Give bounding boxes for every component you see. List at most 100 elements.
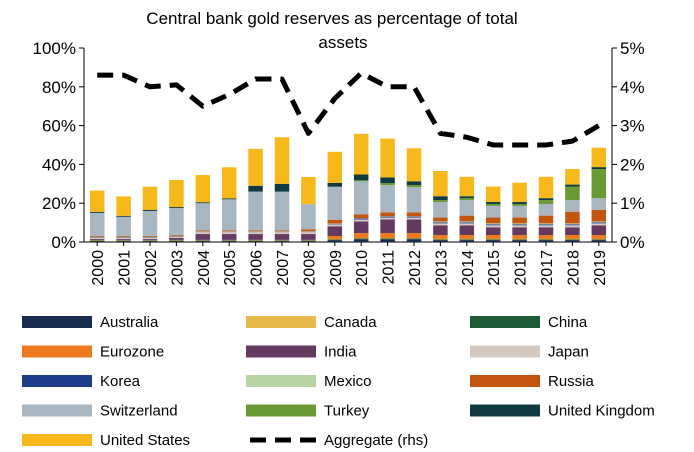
bar-segment	[512, 217, 527, 224]
legend-label: Mexico	[324, 373, 372, 390]
bar-segment	[538, 223, 554, 225]
bar-segment	[459, 235, 475, 239]
bar-segment	[274, 240, 290, 242]
bar-segment	[591, 240, 607, 242]
legend-label: Australia	[100, 314, 159, 331]
bar-segment	[353, 233, 369, 238]
bar-segment	[485, 203, 501, 206]
legend-swatch	[246, 375, 316, 387]
bar-segment	[89, 211, 105, 213]
x-tick-label: 2005	[222, 250, 239, 286]
bar-segment	[327, 235, 343, 239]
bar-segment	[433, 202, 448, 218]
bar-segment	[591, 235, 607, 239]
bar-segment	[221, 167, 237, 199]
bar-segment	[353, 174, 369, 181]
legend-swatch	[470, 345, 540, 358]
bar-segment	[89, 237, 105, 239]
bar-segment	[248, 234, 263, 240]
legend-swatch	[22, 375, 92, 387]
bar-segment	[380, 233, 395, 238]
legend-label: United Kingdom	[548, 403, 655, 420]
bar-segment	[248, 191, 263, 231]
bar-segment	[512, 238, 527, 240]
bar-segment	[565, 186, 580, 201]
bar-segment	[248, 185, 263, 192]
x-tick-label: 2018	[565, 250, 582, 286]
bar-segment	[353, 219, 369, 222]
y-left-tick-label: 80%	[42, 78, 76, 97]
bar-segment	[538, 227, 554, 236]
bar-segment	[565, 225, 580, 228]
x-tick-label: 2017	[539, 250, 556, 286]
bar-segment	[433, 200, 448, 203]
bar-segment	[116, 239, 131, 241]
chart-title-line1: Central bank gold reserves as percentage…	[146, 9, 517, 28]
bar-segment	[195, 240, 211, 242]
x-tick-label: 2004	[196, 250, 213, 286]
x-tick-label: 2006	[249, 250, 266, 286]
bar-segment	[380, 138, 395, 178]
bar-segment	[274, 232, 290, 235]
bar-segment	[274, 230, 290, 232]
bar-segment	[512, 223, 527, 225]
y-right-tick-label: 5%	[620, 39, 645, 58]
bar-segment	[512, 239, 527, 241]
bar-segment	[565, 200, 580, 212]
bar-segment	[221, 232, 237, 235]
bar-segment	[89, 239, 105, 241]
bar-segment	[406, 238, 422, 240]
bar-segment	[433, 225, 448, 236]
bar-segment	[459, 176, 475, 197]
bar-segment	[459, 240, 475, 242]
x-tick-label: 2010	[354, 250, 371, 286]
y-right-tick-label: 4%	[620, 78, 645, 97]
y-right-tick-label: 1%	[620, 194, 645, 213]
y-right-tick-label: 0%	[620, 233, 645, 252]
x-tick-label: 2009	[328, 250, 345, 286]
bar-segment	[512, 182, 527, 203]
bar-segment	[221, 230, 237, 232]
bar-segment	[89, 241, 105, 242]
y-left-tick-label: 20%	[42, 194, 76, 213]
bar-segment	[406, 239, 422, 242]
bar-segment	[485, 240, 501, 242]
legend-swatch	[470, 375, 540, 387]
bar-segment	[142, 236, 158, 238]
bar-segment	[459, 239, 475, 241]
bar-segment	[485, 235, 501, 239]
bar-segment	[301, 204, 316, 230]
bar-segment	[142, 237, 158, 239]
bar-segment	[353, 181, 369, 215]
x-tick-label: 2002	[143, 250, 160, 286]
bar-segment	[195, 241, 211, 242]
x-tick-label: 2000	[90, 250, 107, 286]
bar-segment	[485, 217, 501, 224]
bar-segment	[248, 240, 263, 242]
bar-segment	[142, 240, 158, 242]
bar-segment	[301, 232, 316, 235]
bar-segment	[565, 223, 580, 225]
bar-segment	[433, 239, 448, 241]
bar-segment	[538, 239, 554, 241]
bar-segment	[301, 241, 316, 242]
bar-segment	[380, 183, 395, 186]
bar-segment	[565, 239, 580, 241]
bar-segment	[591, 239, 607, 241]
legend: Australia Canada China Eurozone India Japan Ko…	[22, 314, 655, 449]
bar-segment	[380, 185, 395, 213]
bar-segment	[406, 216, 422, 218]
bar-segment	[301, 234, 316, 240]
bar-segment	[89, 190, 105, 212]
legend-label: India	[324, 344, 357, 361]
x-tick-label: 2007	[275, 250, 292, 286]
legend-swatch	[470, 316, 540, 328]
bar-segment	[221, 234, 237, 240]
bar-segment	[327, 182, 343, 187]
y-left-tick-label: 60%	[42, 117, 76, 136]
bar-segment	[591, 223, 607, 226]
y-left-tick-label: 0%	[51, 233, 76, 252]
bar-segment	[169, 208, 184, 236]
bar-segment	[485, 239, 501, 241]
legend-label: Eurozone	[100, 344, 164, 361]
